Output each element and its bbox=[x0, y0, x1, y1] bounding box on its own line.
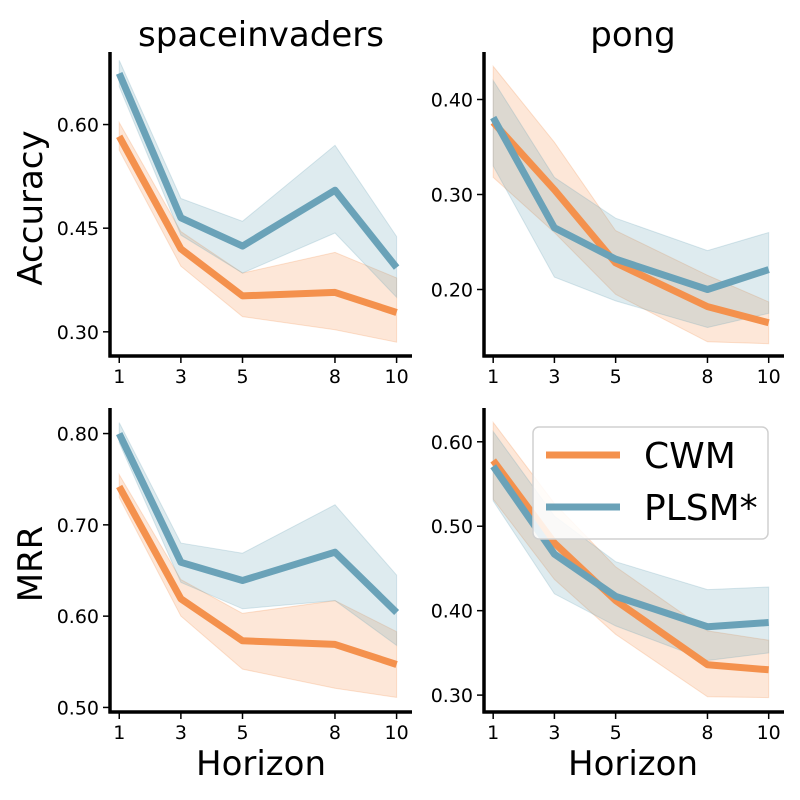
y-tick-label: 0.30 bbox=[431, 685, 473, 707]
band-cwm bbox=[492, 420, 770, 699]
x-tick-label: 3 bbox=[548, 366, 560, 388]
x-tick-label: 1 bbox=[113, 722, 125, 744]
legend-label-plsm: PLSM* bbox=[644, 488, 758, 529]
y-tick-label: 0.20 bbox=[431, 280, 473, 302]
line-plsm bbox=[116, 432, 400, 616]
x-tick-label: 8 bbox=[701, 722, 713, 744]
y-tick-label: 0.40 bbox=[431, 90, 473, 112]
x-axis-label: Horizon bbox=[568, 744, 698, 784]
x-tick-label: 5 bbox=[610, 722, 622, 744]
band-cwm bbox=[118, 120, 398, 343]
y-tick-label: 0.70 bbox=[57, 515, 99, 537]
band-plsm bbox=[118, 422, 398, 647]
panel-pong-accuracy: pong 0.20 0.30 0.40 1 3 5 8 10 bbox=[431, 15, 784, 388]
x-tick-label: 5 bbox=[236, 366, 248, 388]
line-cwm bbox=[116, 484, 398, 668]
panel-spaceinvaders-accuracy: spaceinvaders Accuracy 0.30 0.45 0.60 1 3 5 8 1… bbox=[11, 15, 412, 388]
line-plsm bbox=[490, 115, 770, 293]
x-tick-label: 5 bbox=[610, 366, 622, 388]
y-axis-label: MRR bbox=[11, 526, 51, 603]
band-plsm bbox=[492, 78, 770, 329]
band-plsm bbox=[492, 430, 770, 662]
legend-label-cwm: CWM bbox=[644, 436, 736, 477]
x-tick-label: 5 bbox=[236, 722, 248, 744]
y-tick-label: 0.40 bbox=[431, 601, 473, 623]
panel-title: spaceinvaders bbox=[138, 15, 384, 55]
x-tick-label: 3 bbox=[175, 366, 187, 388]
x-tick-label: 10 bbox=[757, 366, 781, 388]
y-tick-label: 0.50 bbox=[431, 516, 473, 538]
y-tick-label: 0.60 bbox=[57, 115, 99, 137]
x-tick-label: 8 bbox=[329, 366, 341, 388]
band-plsm bbox=[118, 60, 398, 299]
x-tick-label: 3 bbox=[548, 722, 560, 744]
x-tick-label: 10 bbox=[757, 722, 781, 744]
panel-spaceinvaders-mrr: MRR Horizon 0.50 0.60 0.70 0.80 1 3 5 8 10 bbox=[11, 408, 412, 784]
y-tick-label: 0.50 bbox=[57, 697, 99, 719]
x-tick-label: 1 bbox=[113, 366, 125, 388]
y-tick-label: 0.30 bbox=[57, 322, 99, 344]
x-tick-label: 10 bbox=[384, 722, 408, 744]
x-tick-label: 8 bbox=[701, 366, 713, 388]
x-tick-label: 1 bbox=[487, 722, 499, 744]
line-plsm bbox=[115, 72, 400, 270]
x-tick-label: 8 bbox=[329, 722, 341, 744]
band-cwm bbox=[492, 64, 770, 345]
legend: CWM PLSM* bbox=[532, 426, 769, 540]
line-cwm bbox=[116, 134, 398, 316]
x-tick-label: 1 bbox=[487, 366, 499, 388]
y-tick-label: 0.45 bbox=[57, 218, 99, 240]
y-tick-label: 0.80 bbox=[57, 424, 99, 446]
y-tick-label: 0.30 bbox=[431, 185, 473, 207]
y-axis-label: Accuracy bbox=[11, 130, 51, 285]
line-cwm bbox=[490, 119, 770, 327]
panel-title: pong bbox=[590, 15, 676, 55]
x-tick-label: 10 bbox=[384, 366, 408, 388]
x-axis-label: Horizon bbox=[196, 744, 326, 784]
y-tick-label: 0.60 bbox=[431, 432, 473, 454]
y-tick-label: 0.60 bbox=[57, 606, 99, 628]
x-tick-label: 3 bbox=[175, 722, 187, 744]
